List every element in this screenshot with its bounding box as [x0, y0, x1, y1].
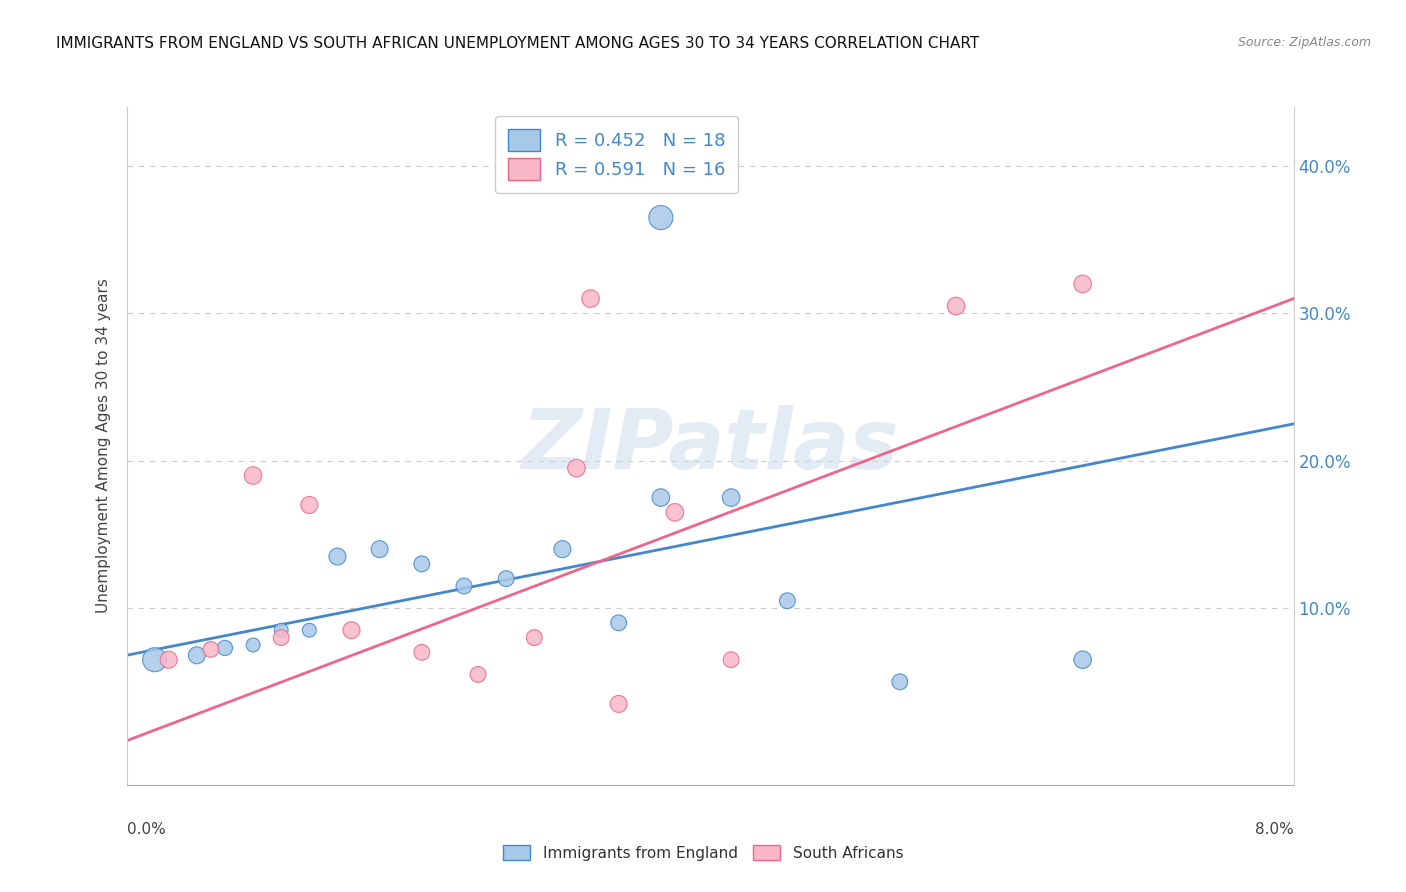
Y-axis label: Unemployment Among Ages 30 to 34 years: Unemployment Among Ages 30 to 34 years [96, 278, 111, 614]
Point [720, 653, 742, 667]
Point [551, 542, 574, 557]
Point [200, 642, 222, 657]
Point [298, 624, 321, 638]
Point [720, 491, 742, 505]
Point [889, 674, 911, 689]
Point [650, 211, 672, 225]
Text: IMMIGRANTS FROM ENGLAND VS SOUTH AFRICAN UNEMPLOYMENT AMONG AGES 30 TO 34 YEARS : IMMIGRANTS FROM ENGLAND VS SOUTH AFRICAN… [56, 36, 980, 51]
Point [1071, 653, 1094, 667]
Point [776, 593, 799, 607]
Legend: Immigrants from England, South Africans: Immigrants from England, South Africans [495, 837, 911, 868]
Point [340, 624, 363, 638]
Point [298, 498, 321, 512]
Point [453, 579, 475, 593]
Point [945, 299, 967, 313]
Point [650, 491, 672, 505]
Point [607, 615, 630, 630]
Point [411, 645, 433, 659]
Point [242, 468, 264, 483]
Point [523, 631, 546, 645]
Point [143, 653, 166, 667]
Point [607, 697, 630, 711]
Text: Source: ZipAtlas.com: Source: ZipAtlas.com [1237, 36, 1371, 49]
Point [579, 292, 602, 306]
Point [411, 557, 433, 571]
Point [664, 505, 686, 519]
Point [368, 542, 391, 557]
Point [270, 631, 292, 645]
Point [495, 572, 517, 586]
Point [270, 624, 292, 638]
Point [1071, 277, 1094, 291]
Point [467, 667, 489, 681]
Point [242, 638, 264, 652]
Point [157, 653, 180, 667]
Point [186, 648, 208, 663]
Point [326, 549, 349, 564]
Legend: R = 0.452   N = 18, R = 0.591   N = 16: R = 0.452 N = 18, R = 0.591 N = 16 [495, 116, 738, 193]
Text: 8.0%: 8.0% [1254, 822, 1294, 838]
Point [565, 461, 588, 475]
Text: ZIPatlas: ZIPatlas [522, 406, 898, 486]
Text: 0.0%: 0.0% [127, 822, 166, 838]
Point [214, 640, 236, 655]
